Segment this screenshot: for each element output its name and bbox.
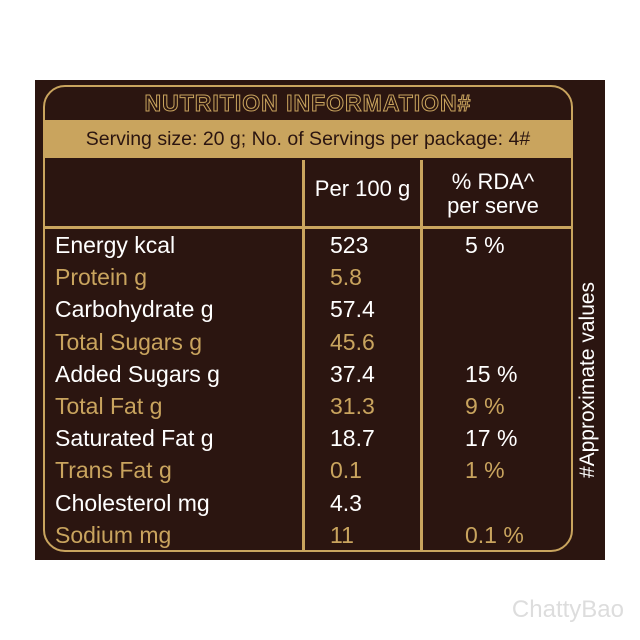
column-header-line: % RDA^	[451, 169, 535, 194]
per-100g-value: 4.3	[330, 489, 362, 516]
nutrient-name: Added Sugars g	[55, 360, 220, 387]
label-frame	[43, 85, 573, 552]
column-header: Per 100 g	[314, 176, 411, 201]
nutrient-name: Total Sugars g	[55, 328, 203, 355]
nutrient-name: Trans Fat g	[55, 457, 172, 484]
nutrient-name: Energy kcal	[55, 232, 176, 258]
serving-info: Serving size: 20 g; No. of Servings per …	[45, 120, 571, 158]
nutrient-name: Total Fat g	[55, 393, 163, 419]
per-100g-value: 523	[330, 232, 369, 258]
per-100g-value: 5.8	[330, 264, 362, 291]
column-header: % RDA^ per serve	[423, 170, 563, 218]
nutrient-name: Cholesterol mg	[55, 489, 210, 516]
per-100g-value: 57.4	[330, 296, 375, 323]
nutrient-name: Protein g	[55, 264, 148, 291]
rda-value: 17 %	[465, 425, 518, 452]
column-divider	[302, 160, 305, 550]
per-100g-value: 11	[330, 521, 354, 548]
rda-value: 1 %	[465, 457, 505, 484]
label-title: NUTRITION INFORMATION#	[144, 90, 472, 117]
per-100g-value: 45.6	[330, 328, 375, 355]
per-100g-value: 0.1	[330, 457, 362, 484]
rda-value: 9 %	[465, 393, 505, 419]
rda-value: 5 %	[465, 232, 505, 258]
label-panel	[35, 80, 605, 560]
rda-value: 15 %	[465, 360, 518, 387]
per-100g-value: 18.7	[330, 425, 375, 452]
per-100g-value: 31.3	[330, 393, 375, 419]
column-divider	[420, 160, 423, 550]
header-divider	[45, 226, 571, 229]
per-100g-value: 37.4	[330, 360, 375, 387]
nutrient-name: Carbohydrate g	[55, 296, 214, 323]
side-note: #Approximate values	[576, 281, 599, 479]
nutrient-name: Sodium mg	[55, 521, 172, 548]
column-header-line: per serve	[447, 193, 539, 218]
watermark: ChattyBao	[511, 596, 624, 623]
rda-value: 0.1 %	[465, 521, 524, 548]
nutrient-name: Saturated Fat g	[55, 425, 214, 452]
